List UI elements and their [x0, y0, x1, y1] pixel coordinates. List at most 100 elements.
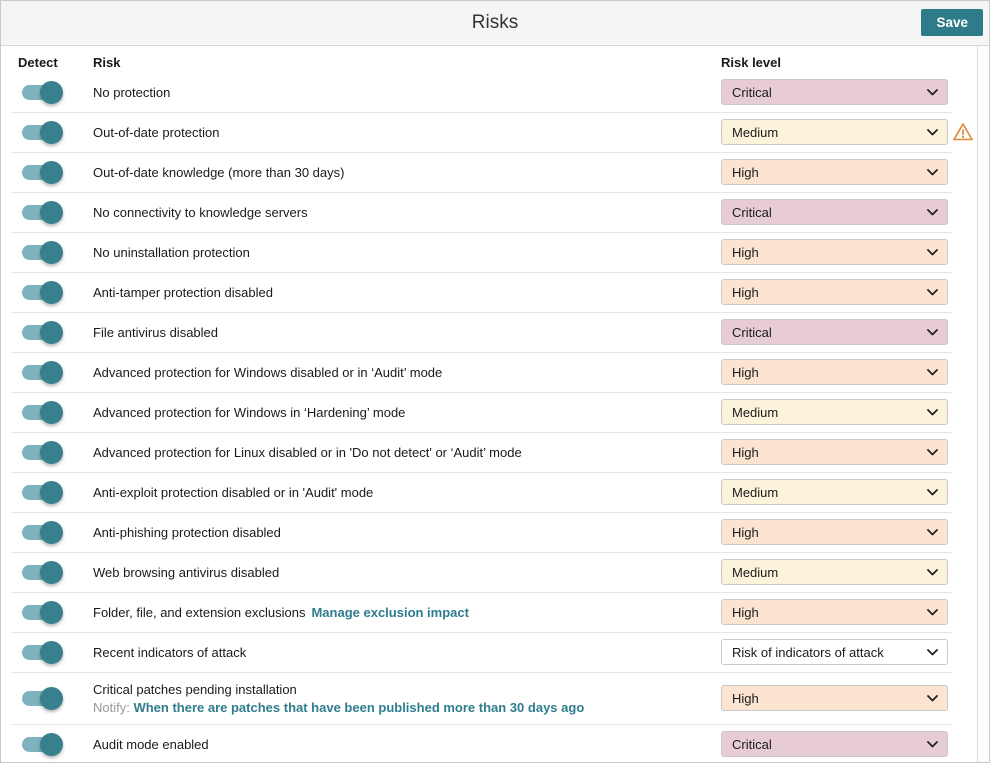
risk-label: Anti-phishing protection disabled	[93, 524, 281, 540]
notify-label: Notify:	[93, 699, 130, 715]
table-row: Web browsing antivirus disabled Medium	[1, 552, 977, 592]
risk-level-select[interactable]: High	[721, 359, 948, 385]
risk-level-select[interactable]: Medium	[721, 479, 948, 505]
risk-level-select[interactable]: Medium	[721, 119, 948, 145]
risk-label: Advanced protection for Windows in ‘Hard…	[93, 404, 406, 420]
detect-toggle[interactable]	[22, 440, 63, 464]
detect-toggle[interactable]	[22, 732, 63, 756]
chevron-down-icon	[927, 328, 938, 335]
detect-toggle[interactable]	[22, 400, 63, 424]
toggle-knob	[40, 320, 63, 344]
toggle-knob	[40, 160, 63, 184]
notify-condition-link[interactable]: When there are patches that have been pu…	[133, 699, 585, 715]
save-button[interactable]: Save	[921, 9, 983, 36]
risk-level-value: Medium	[732, 484, 779, 500]
risk-level-value: Critical	[732, 324, 772, 340]
risk-level-select[interactable]: High	[721, 239, 948, 265]
chevron-down-icon	[927, 128, 938, 135]
detect-toggle[interactable]	[22, 200, 63, 224]
detect-toggle[interactable]	[22, 240, 63, 264]
column-header-risk-level: Risk level	[721, 54, 781, 70]
risk-label: Web browsing antivirus disabled	[93, 564, 280, 580]
toggle-knob	[40, 440, 63, 464]
column-header-detect: Detect	[18, 54, 58, 70]
detect-toggle[interactable]	[22, 120, 63, 144]
detect-toggle[interactable]	[22, 520, 63, 544]
risk-label: Out-of-date protection	[93, 124, 220, 140]
risk-level-select[interactable]: Critical	[721, 199, 948, 225]
toggle-knob	[40, 480, 63, 504]
detect-toggle[interactable]	[22, 160, 63, 184]
risk-label: No connectivity to knowledge servers	[93, 204, 308, 220]
toggle-knob	[40, 732, 63, 756]
risk-level-value: Medium	[732, 564, 779, 580]
risk-label: No protection	[93, 84, 171, 100]
risk-level-select[interactable]: High	[721, 439, 948, 465]
risk-label: Audit mode enabled	[93, 736, 209, 752]
risk-level-select[interactable]: High	[721, 279, 948, 305]
risk-label: Recent indicators of attack	[93, 644, 247, 660]
risk-level-select[interactable]: Medium	[721, 559, 948, 585]
chevron-down-icon	[927, 740, 938, 747]
risk-label: Out-of-date knowledge (more than 30 days…	[93, 164, 345, 180]
detect-toggle[interactable]	[22, 80, 63, 104]
chevron-down-icon	[927, 408, 938, 415]
risk-level-value: High	[732, 244, 759, 260]
risk-label: Anti-exploit protection disabled or in '…	[93, 484, 374, 500]
column-header-risk: Risk	[93, 54, 121, 70]
table-row: Folder, file, and extension exclusions M…	[1, 592, 977, 632]
risk-level-value: High	[732, 164, 759, 180]
risk-label: No uninstallation protection	[93, 244, 250, 260]
chevron-down-icon	[927, 288, 938, 295]
toggle-knob	[40, 686, 63, 710]
risks-table: Detect Risk Risk level No protection	[1, 46, 977, 764]
chevron-down-icon	[927, 88, 938, 95]
risk-label: Advanced protection for Linux disabled o…	[93, 444, 522, 460]
risk-level-select[interactable]: Critical	[721, 731, 948, 757]
risk-label: Folder, file, and extension exclusions	[93, 604, 306, 620]
risk-level-value: High	[732, 284, 759, 300]
detect-toggle[interactable]	[22, 600, 63, 624]
toggle-knob	[40, 200, 63, 224]
detect-toggle[interactable]	[22, 640, 63, 664]
risk-level-select[interactable]: Medium	[721, 399, 948, 425]
risk-level-value: High	[732, 524, 759, 540]
risk-level-value: Medium	[732, 404, 779, 420]
risk-level-value: High	[732, 444, 759, 460]
manage-exclusion-impact-link[interactable]: Manage exclusion impact	[311, 604, 469, 620]
toggle-knob	[40, 240, 63, 264]
risk-level-select[interactable]: Critical	[721, 319, 948, 345]
toggle-knob	[40, 80, 63, 104]
risk-level-select[interactable]: Risk of indicators of attack	[721, 639, 948, 665]
toggle-knob	[40, 520, 63, 544]
toggle-knob	[40, 360, 63, 384]
detect-toggle[interactable]	[22, 560, 63, 584]
risk-level-select[interactable]: High	[721, 159, 948, 185]
detect-toggle[interactable]	[22, 320, 63, 344]
warning-icon[interactable]	[952, 122, 974, 142]
risk-level-select[interactable]: High	[721, 685, 948, 711]
detect-toggle[interactable]	[22, 360, 63, 384]
chevron-down-icon	[927, 368, 938, 375]
detect-toggle[interactable]	[22, 480, 63, 504]
risk-level-select[interactable]: High	[721, 519, 948, 545]
risk-level-value: High	[732, 364, 759, 380]
table-row: Out-of-date knowledge (more than 30 days…	[1, 152, 977, 192]
toggle-knob	[40, 600, 63, 624]
scrollbar-track[interactable]	[977, 46, 989, 762]
table-row: Anti-phishing protection disabled High	[1, 512, 977, 552]
table-row: Advanced protection for Windows disabled…	[1, 352, 977, 392]
chevron-down-icon	[927, 528, 938, 535]
risk-level-select[interactable]: High	[721, 599, 948, 625]
chevron-down-icon	[927, 448, 938, 455]
chevron-down-icon	[927, 488, 938, 495]
table-row: Out-of-date protection Medium	[1, 112, 977, 152]
table-row: Anti-exploit protection disabled or in '…	[1, 472, 977, 512]
table-row: Advanced protection for Linux disabled o…	[1, 432, 977, 472]
detect-toggle[interactable]	[22, 686, 63, 710]
detect-toggle[interactable]	[22, 280, 63, 304]
chevron-down-icon	[927, 694, 938, 701]
chevron-down-icon	[927, 208, 938, 215]
risk-level-select[interactable]: Critical	[721, 79, 948, 105]
